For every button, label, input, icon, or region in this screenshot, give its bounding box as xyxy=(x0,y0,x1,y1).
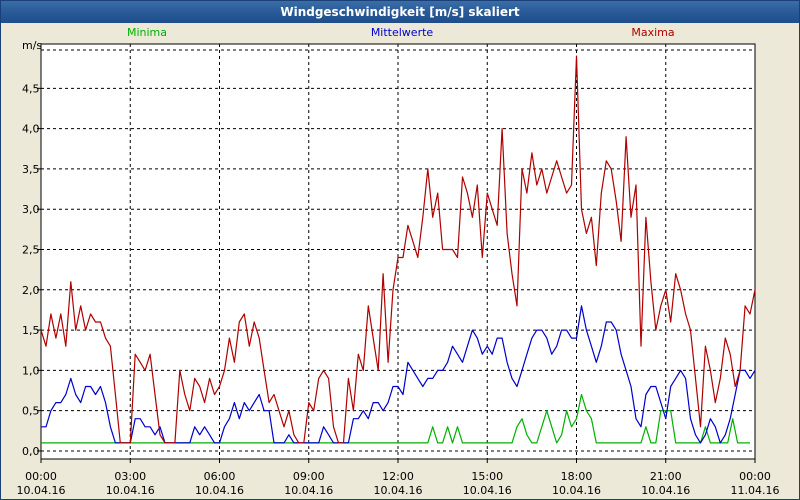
y-axis-ticks: 0,0 0,5 1,0 1,5 2,0 2,5 3,0 3,5 4,0 4,5 xyxy=(22,82,41,458)
x-tick-label-date: 10.04.16 xyxy=(374,484,423,497)
y-tick-label: 4,5 xyxy=(22,82,40,95)
y-tick-label: 2,5 xyxy=(22,243,40,256)
legend-entry-maxima: Maxima xyxy=(631,26,674,39)
y-tick-label: 4,0 xyxy=(22,123,40,136)
x-tick-label-time: 06:00 xyxy=(204,470,236,483)
series-line-mittelwerte xyxy=(41,305,756,444)
legend: Minima Mittelwerte Maxima xyxy=(127,26,675,39)
series-lines xyxy=(40,55,756,444)
x-tick-label-time: 09:00 xyxy=(293,470,325,483)
window-title: Windgeschwindigkeit [m/s] skaliert xyxy=(1,1,799,23)
x-tick-label-time: 12:00 xyxy=(382,470,414,483)
series-line-maxima xyxy=(40,55,756,444)
y-tick-label: 0,0 xyxy=(22,445,40,458)
x-tick-label-time: 03:00 xyxy=(114,470,146,483)
x-tick-label-time: 00:00 xyxy=(739,470,771,483)
x-tick-label-time: 18:00 xyxy=(561,470,593,483)
y-tick-label: 1,5 xyxy=(22,324,40,337)
y-tick-label: 0,5 xyxy=(22,405,40,418)
x-tick-label-date: 10.04.16 xyxy=(17,484,66,497)
x-tick-label-date: 10.04.16 xyxy=(463,484,512,497)
x-tick-label-date: 11.04.16 xyxy=(731,484,780,497)
series-line-minima xyxy=(41,393,750,444)
plot-area xyxy=(40,43,756,460)
x-tick-label-time: 00:00 xyxy=(25,470,57,483)
x-axis-ticks: 00:0010.04.1603:0010.04.1606:0010.04.160… xyxy=(17,459,780,497)
x-tick-label-time: 15:00 xyxy=(471,470,503,483)
x-tick-label-date: 10.04.16 xyxy=(284,484,333,497)
x-tick-label-date: 10.04.16 xyxy=(106,484,155,497)
y-tick-label: 3,0 xyxy=(22,203,40,216)
x-tick-label-time: 21:00 xyxy=(650,470,682,483)
legend-entry-mittelwerte: Mittelwerte xyxy=(371,26,434,39)
grid xyxy=(41,44,755,459)
y-tick-label: 2,0 xyxy=(22,284,40,297)
x-tick-label-date: 10.04.16 xyxy=(552,484,601,497)
y-tick-label: 1,0 xyxy=(22,364,40,377)
x-tick-label-date: 10.04.16 xyxy=(195,484,244,497)
y-axis-label: m/s xyxy=(22,39,42,52)
y-tick-label: 3,5 xyxy=(22,163,40,176)
x-tick-label-date: 10.04.16 xyxy=(641,484,690,497)
legend-entry-minima: Minima xyxy=(127,26,167,39)
